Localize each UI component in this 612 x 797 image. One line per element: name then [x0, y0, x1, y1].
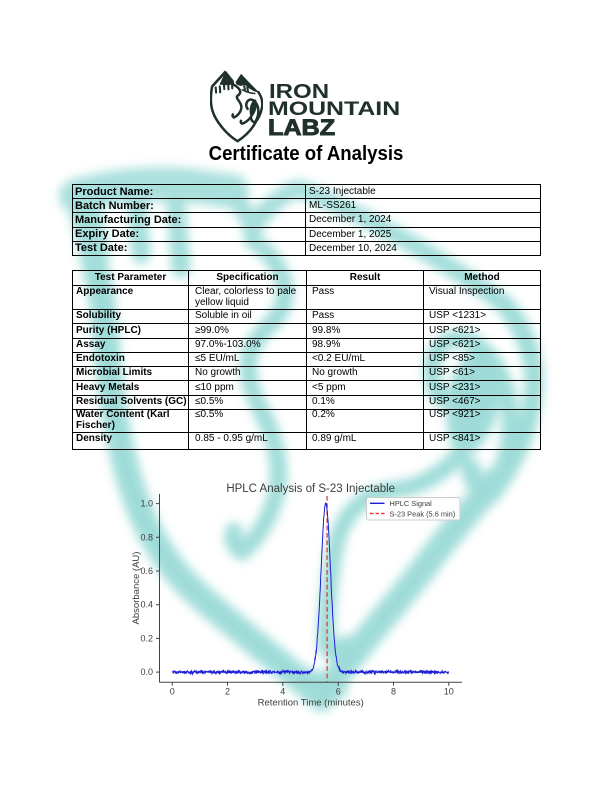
- svg-text:0.2: 0.2: [140, 633, 153, 643]
- svg-text:HPLC Signal: HPLC Signal: [390, 499, 433, 508]
- svg-text:0.6: 0.6: [140, 566, 153, 576]
- svg-text:10: 10: [444, 687, 454, 697]
- svg-text:0.0: 0.0: [140, 667, 153, 677]
- svg-text:0.8: 0.8: [140, 532, 153, 542]
- svg-text:0: 0: [170, 687, 175, 697]
- svg-text:4: 4: [280, 687, 285, 697]
- svg-text:Absorbance (AU): Absorbance (AU): [131, 552, 142, 625]
- svg-text:HPLC Analysis of S-23 Injectab: HPLC Analysis of S-23 Injectable: [226, 483, 395, 495]
- svg-text:2: 2: [225, 687, 230, 697]
- svg-text:8: 8: [391, 687, 396, 697]
- svg-text:6: 6: [336, 687, 341, 697]
- svg-text:Retention Time (minutes): Retention Time (minutes): [258, 698, 364, 709]
- svg-text:0.4: 0.4: [140, 600, 153, 610]
- svg-text:1.0: 1.0: [140, 499, 153, 509]
- svg-text:S-23 Peak (5.6 min): S-23 Peak (5.6 min): [390, 509, 456, 518]
